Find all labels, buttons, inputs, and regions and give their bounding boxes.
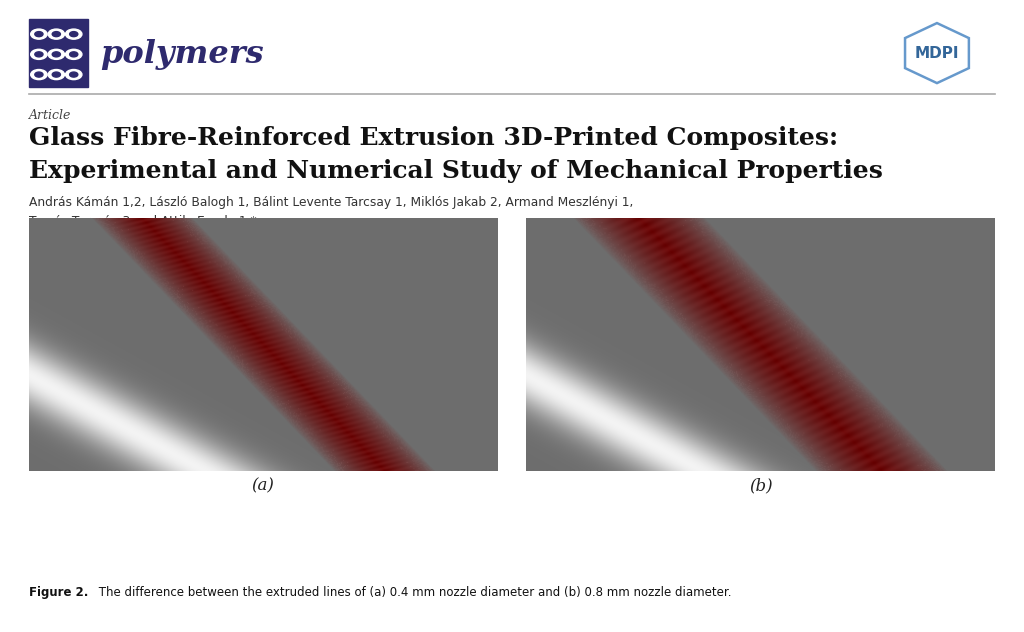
Circle shape — [70, 32, 78, 37]
Circle shape — [52, 52, 60, 57]
Text: András Kámán 1,2, László Balogh 1, Bálint Levente Tarcsay 1, Miklós Jakab 2, Arm: András Kámán 1,2, László Balogh 1, Bálin… — [29, 196, 633, 209]
Text: (b): (b) — [749, 477, 773, 494]
Bar — [29, 19, 88, 87]
Circle shape — [48, 29, 65, 39]
Circle shape — [66, 49, 82, 59]
Circle shape — [70, 52, 78, 57]
Circle shape — [48, 49, 65, 59]
Circle shape — [66, 29, 82, 39]
Text: polymers: polymers — [100, 39, 264, 70]
Text: Tamás Turcsán 3 and Attila Egedy 1,*: Tamás Turcsán 3 and Attila Egedy 1,* — [29, 215, 256, 228]
Text: The difference between the extruded lines of (a) 0.4 mm nozzle diameter and (b) : The difference between the extruded line… — [95, 586, 732, 600]
Text: Glass Fibre-Reinforced Extrusion 3D-Printed Composites:: Glass Fibre-Reinforced Extrusion 3D-Prin… — [29, 126, 838, 150]
Circle shape — [31, 29, 47, 39]
Circle shape — [31, 49, 47, 59]
Circle shape — [35, 52, 43, 57]
Text: Experimental and Numerical Study of Mechanical Properties: Experimental and Numerical Study of Mech… — [29, 159, 883, 183]
Circle shape — [31, 70, 47, 80]
Text: Article: Article — [29, 109, 71, 122]
Circle shape — [52, 72, 60, 77]
Text: (a): (a) — [252, 477, 274, 494]
Circle shape — [66, 70, 82, 80]
Circle shape — [70, 72, 78, 77]
Circle shape — [52, 32, 60, 37]
Text: Figure 2.: Figure 2. — [29, 586, 88, 600]
Text: MDPI: MDPI — [914, 46, 959, 61]
Polygon shape — [905, 23, 969, 83]
Circle shape — [48, 70, 65, 80]
Circle shape — [35, 72, 43, 77]
Circle shape — [35, 32, 43, 37]
